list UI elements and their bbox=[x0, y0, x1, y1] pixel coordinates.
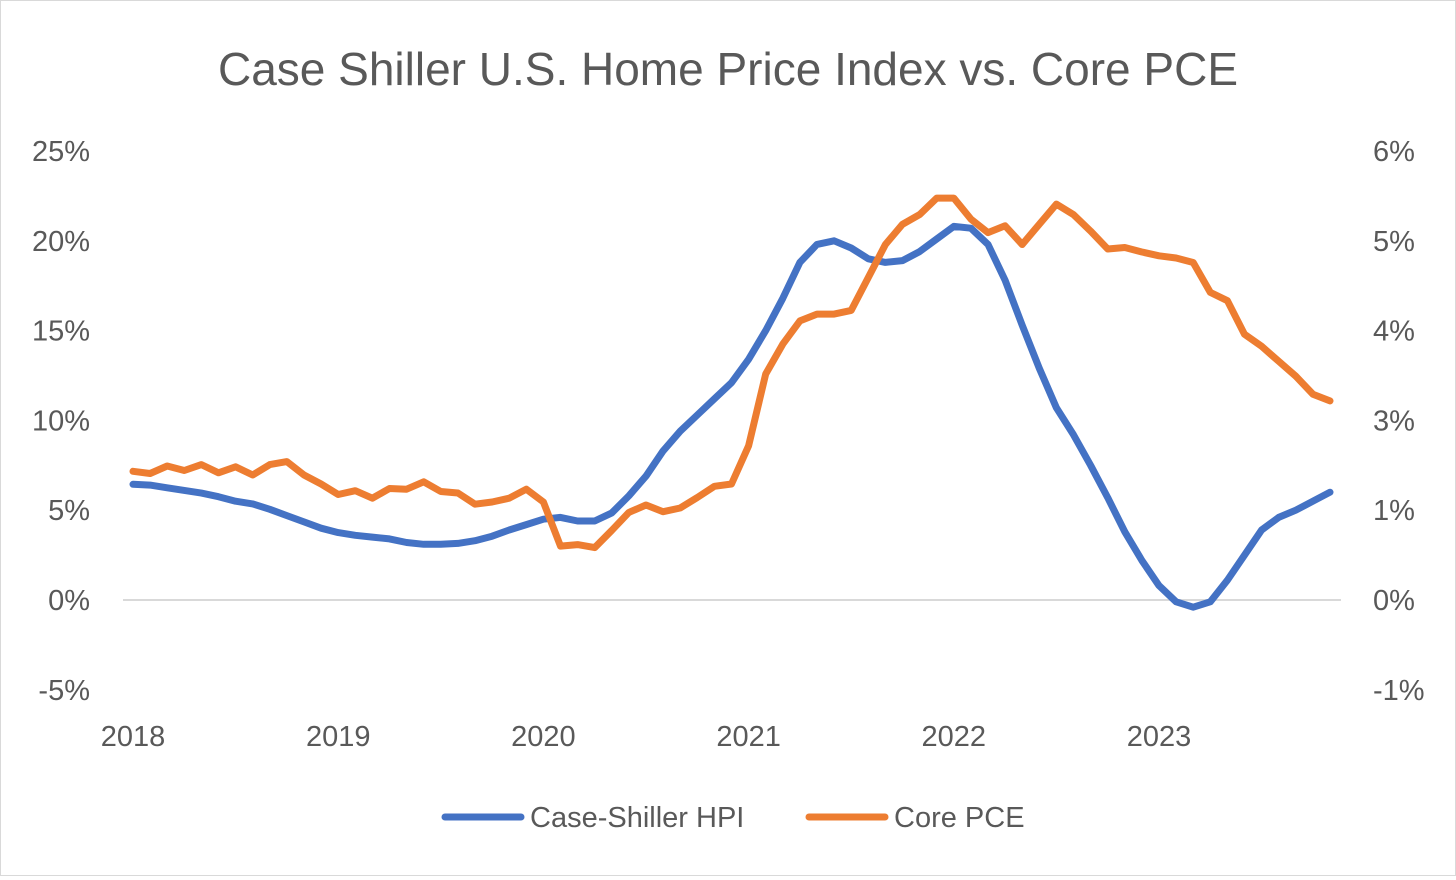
legend: Case-Shiller HPI Core PCE bbox=[441, 802, 1025, 834]
x-tick-label: 2018 bbox=[101, 721, 166, 753]
right-tick-label: 0% bbox=[1373, 585, 1415, 617]
legend-label-hpi: Case-Shiller HPI bbox=[530, 802, 744, 834]
right-tick-label: -1% bbox=[1373, 675, 1425, 707]
legend-label-core-pce: Core PCE bbox=[894, 802, 1025, 834]
left-tick-label: 0% bbox=[48, 585, 90, 617]
x-tick-label: 2023 bbox=[1127, 721, 1192, 753]
right-tick-label: 1% bbox=[1373, 495, 1415, 527]
left-tick-label: 15% bbox=[32, 316, 90, 348]
series-lines bbox=[129, 194, 1334, 611]
left-tick-label: 10% bbox=[32, 405, 90, 437]
x-tick-label: 2020 bbox=[511, 721, 576, 753]
left-tick-label: 25% bbox=[32, 136, 90, 168]
right-tick-label: 3% bbox=[1373, 405, 1415, 437]
right-tick-label: 6% bbox=[1373, 136, 1415, 168]
legend-item-hpi[interactable]: Case-Shiller HPI bbox=[441, 802, 744, 834]
left-axis: 25% 20% 15% 10% 5% 0% -5% bbox=[32, 136, 90, 707]
series-line-case-shiller-hpi bbox=[129, 222, 1334, 611]
series-line-core-pce bbox=[129, 194, 1334, 552]
x-tick-label: 2022 bbox=[922, 721, 987, 753]
right-tick-label: 5% bbox=[1373, 226, 1415, 258]
left-tick-label: 5% bbox=[48, 495, 90, 527]
right-tick-label: 4% bbox=[1373, 316, 1415, 348]
x-tick-label: 2019 bbox=[306, 721, 371, 753]
x-axis: 2018 2019 2020 2021 2022 2023 bbox=[101, 721, 1192, 753]
x-tick-label: 2021 bbox=[716, 721, 781, 753]
left-tick-label: 20% bbox=[32, 226, 90, 258]
left-tick-label: -5% bbox=[38, 675, 90, 707]
right-axis: 6% 5% 4% 3% 1% 0% -1% bbox=[1373, 136, 1425, 707]
legend-item-core-pce[interactable]: Core PCE bbox=[805, 802, 1025, 834]
chart-title: Case Shiller U.S. Home Price Index vs. C… bbox=[218, 43, 1238, 95]
